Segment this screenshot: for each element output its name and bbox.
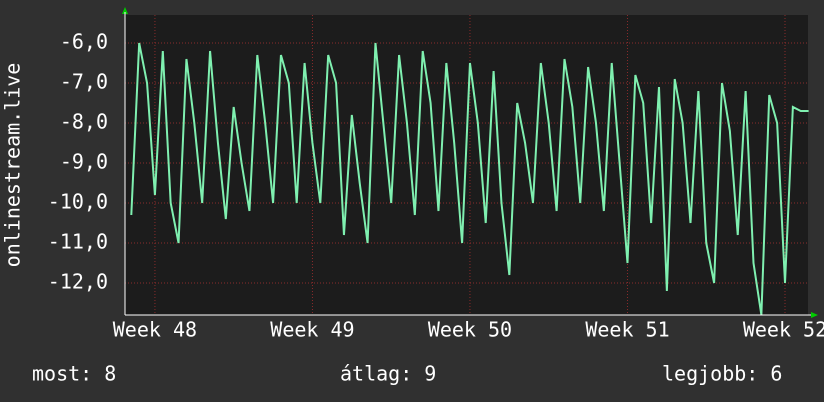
y-tick-label: -10,0 <box>48 190 108 214</box>
x-tick-label: Week 51 <box>585 318 669 342</box>
x-tick-label: Week 50 <box>428 318 512 342</box>
y-tick-label: -6,0 <box>60 30 108 54</box>
axis-arrow <box>122 7 128 14</box>
y-tick-label: -12,0 <box>48 270 108 294</box>
data-line <box>130 42 809 316</box>
y-tick-label: -11,0 <box>48 230 108 254</box>
y-tick-label: -7,0 <box>60 70 108 94</box>
x-tick-label: Week 52 <box>743 318 824 342</box>
x-tick-label: Week 48 <box>113 318 197 342</box>
y-tick-label: -8,0 <box>60 110 108 134</box>
stat-now: most: 8 <box>32 362 116 386</box>
x-tick-label: Week 49 <box>270 318 354 342</box>
stat-avg: átlag: 9 <box>340 362 436 386</box>
y-axis-label: onlinestream.live <box>1 63 25 268</box>
stat-best: legjobb: 6 <box>662 362 782 386</box>
axis-arrow <box>811 312 818 318</box>
lines <box>130 42 809 316</box>
y-tick-label: -9,0 <box>60 150 108 174</box>
